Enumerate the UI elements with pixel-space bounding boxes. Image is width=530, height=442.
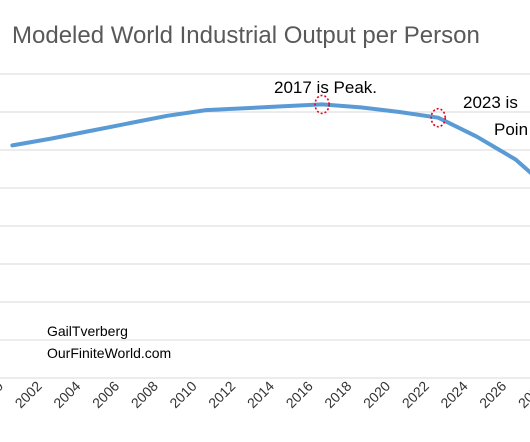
x-tick-label: 2026: [476, 378, 509, 411]
x-tick-label: 2004: [50, 378, 83, 411]
x-tick-label: 2010: [166, 378, 199, 411]
credit-author: GailTverberg: [47, 323, 128, 339]
x-tick-label: 2006: [89, 378, 122, 411]
x-tick-label: 2002: [12, 378, 45, 411]
x-tick-label: 2000: [0, 378, 6, 411]
x-tick-label: 2014: [244, 378, 277, 411]
x-tick-label: 2012: [205, 378, 238, 411]
annotation-2023-label-line2: Poin: [494, 120, 528, 139]
gridlines: [0, 73, 530, 379]
x-axis-ticks: 2000 2002 2004 2006 2008 2010 2012 2014 2016 2018…: [0, 378, 530, 411]
x-tick-label: 2008: [128, 378, 161, 411]
x-tick-label: 2022: [399, 378, 432, 411]
credit-website: OurFiniteWorld.com: [47, 345, 171, 361]
x-tick-label: 2024: [437, 378, 470, 411]
annotation-peak-label: 2017 is Peak.: [274, 78, 377, 97]
series-line: [10, 102, 530, 175]
series-layer: [10, 102, 530, 175]
annotation-marker-0: [314, 94, 330, 115]
x-tick-label: 2020: [360, 378, 393, 411]
annotations-layer: 2017 is Peak. 2023 is Poin: [274, 78, 528, 139]
x-tick-label: 2028: [515, 378, 530, 411]
x-tick-label: 2016: [283, 378, 316, 411]
annotation-2023-label: 2023 is: [463, 93, 518, 112]
annotation-marker-1: [430, 107, 447, 128]
x-tick-label: 2018: [321, 378, 354, 411]
chart-title: Modeled World Industrial Output per Pers…: [12, 22, 480, 49]
